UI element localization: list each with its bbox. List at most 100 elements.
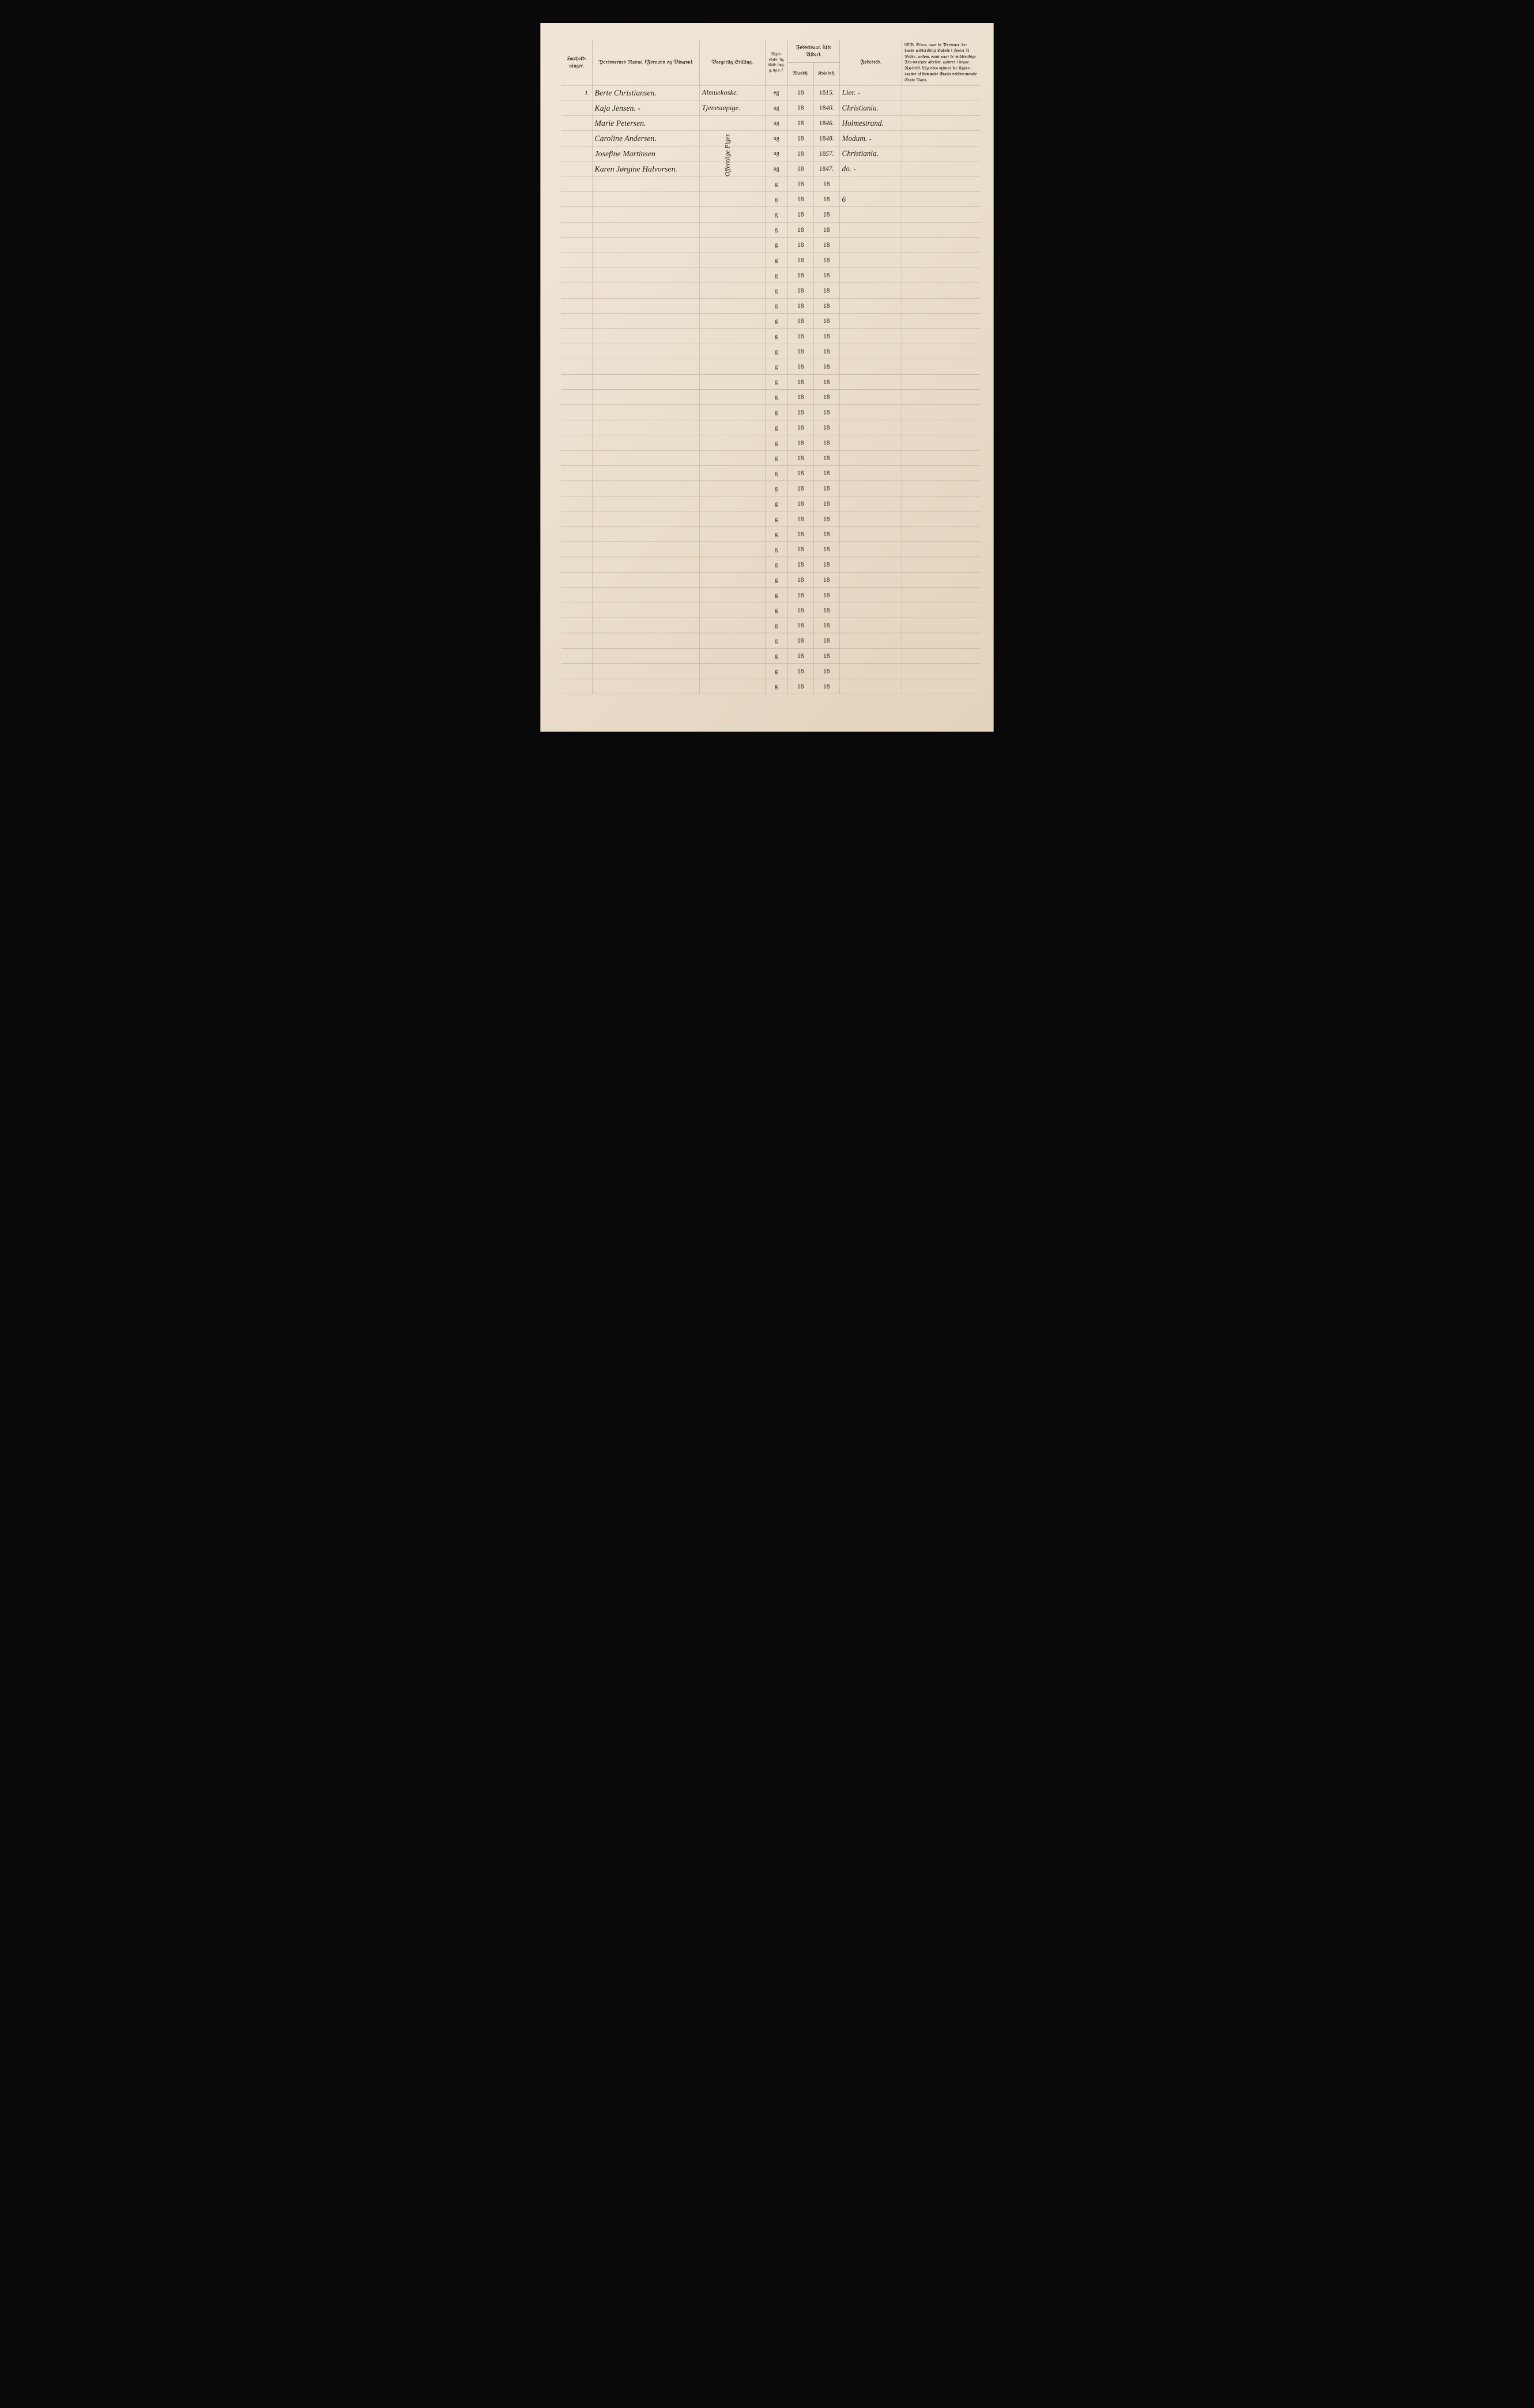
cell-hushold <box>561 466 592 481</box>
table-row: g1818 <box>561 542 979 557</box>
cell-name <box>592 572 699 587</box>
cell-hushold <box>561 329 592 344</box>
cell-stilling <box>699 314 765 329</box>
cell-egte: g <box>765 359 787 374</box>
year-suffix: 48. <box>826 134 834 142</box>
cell-nb <box>902 329 979 344</box>
cell-name <box>592 511 699 526</box>
header-nb: (NB. Tiden, naar de Personer, der havde … <box>902 40 979 85</box>
cell-name <box>592 633 699 648</box>
cell-mand: 18 <box>787 603 813 618</box>
cell-fodested <box>839 648 902 663</box>
header-egte: Ægte- skabe- lig Stil- ling. g, ug e, f. <box>765 40 787 85</box>
cell-stilling <box>699 618 765 633</box>
cell-fodested <box>839 283 902 298</box>
cell-name <box>592 618 699 633</box>
cell-name <box>592 283 699 298</box>
cell-egte: g <box>765 207 787 222</box>
cell-egte: g <box>765 420 787 435</box>
cell-kvind: 18 <box>813 679 839 694</box>
cell-name <box>592 435 699 450</box>
cell-kvind: 18 <box>813 420 839 435</box>
year-prefix: 18 <box>819 104 826 111</box>
header-fodested: Fødested. <box>839 40 902 85</box>
table-row: g1818 <box>561 511 979 526</box>
cell-name <box>592 450 699 465</box>
cell-stilling <box>699 405 765 420</box>
cell-stilling <box>699 359 765 374</box>
cell-stilling <box>699 176 765 191</box>
cell-nb <box>902 466 979 481</box>
cell-mand: 18 <box>787 679 813 694</box>
cell-fodested <box>839 435 902 450</box>
cell-egte: g <box>765 526 787 541</box>
cell-kvind: 18 <box>813 283 839 298</box>
cell-nb <box>902 222 979 237</box>
cell-egte: g <box>765 314 787 329</box>
table-row: Marie Petersen.Offentlige Piger.ug181846… <box>561 115 979 130</box>
cell-name <box>592 679 699 694</box>
table-row: g1818 <box>561 344 979 359</box>
cell-nb <box>902 359 979 374</box>
cell-mand: 18 <box>787 374 813 389</box>
cell-mand: 18 <box>787 238 813 253</box>
table-row: g1818 <box>561 588 979 603</box>
table-body: 1.Berte Christiansen.Almuekoske.eg181815… <box>561 85 979 694</box>
cell-nb <box>902 344 979 359</box>
cell-nb <box>902 314 979 329</box>
cell-hushold <box>561 222 592 237</box>
cell-mand: 18 <box>787 633 813 648</box>
cell-kvind: 18 <box>813 618 839 633</box>
cell-kvind: 18 <box>813 572 839 587</box>
cell-mand: 18 <box>787 191 813 206</box>
cell-hushold <box>561 298 592 313</box>
table-header: Hushold- ninger. Personernes Navne. (For… <box>561 40 979 85</box>
cell-hushold <box>561 557 592 572</box>
cell-nb <box>902 496 979 511</box>
cell-hushold <box>561 496 592 511</box>
cell-kvind: 18 <box>813 405 839 420</box>
cell-kvind: 18 <box>813 664 839 679</box>
cell-fodested <box>839 405 902 420</box>
cell-stilling: Tjenestepige. <box>699 100 765 115</box>
cell-kvind: 18 <box>813 298 839 313</box>
cell-nb <box>902 435 979 450</box>
cell-fodested <box>839 298 902 313</box>
header-mand: Mandkj. <box>787 62 813 84</box>
cell-hushold <box>561 450 592 465</box>
cell-fodested: Holmestrand. <box>839 115 902 130</box>
cell-stilling <box>699 329 765 344</box>
cell-fodested: 6 <box>839 191 902 206</box>
cell-hushold <box>561 405 592 420</box>
cell-mand: 18 <box>787 588 813 603</box>
cell-fodested <box>839 603 902 618</box>
cell-nb <box>902 481 979 496</box>
cell-mand: 18 <box>787 222 813 237</box>
cell-fodested <box>839 618 902 633</box>
cell-hushold <box>561 207 592 222</box>
table-row: g1818 <box>561 648 979 663</box>
cell-kvind: 18 <box>813 222 839 237</box>
cell-egte: g <box>765 176 787 191</box>
cell-egte: g <box>765 222 787 237</box>
table-row: g1818 <box>561 664 979 679</box>
cell-mand: 18 <box>787 268 813 283</box>
cell-hushold <box>561 633 592 648</box>
cell-name <box>592 238 699 253</box>
cell-stilling <box>699 207 765 222</box>
table-row: g1818 <box>561 207 979 222</box>
cell-fodested <box>839 238 902 253</box>
cell-mand: 18 <box>787 131 813 146</box>
table-row: g1818 <box>561 572 979 587</box>
cell-fodested: Christiania. <box>839 100 902 115</box>
table-row: g1818 <box>561 176 979 191</box>
table-row: g1818 <box>561 450 979 465</box>
cell-egte: g <box>765 435 787 450</box>
cell-nb <box>902 526 979 541</box>
cell-stilling <box>699 344 765 359</box>
cell-name <box>592 298 699 313</box>
year-suffix: 57. <box>826 150 834 157</box>
cell-name <box>592 664 699 679</box>
cell-nb <box>902 207 979 222</box>
cell-stilling <box>699 390 765 405</box>
